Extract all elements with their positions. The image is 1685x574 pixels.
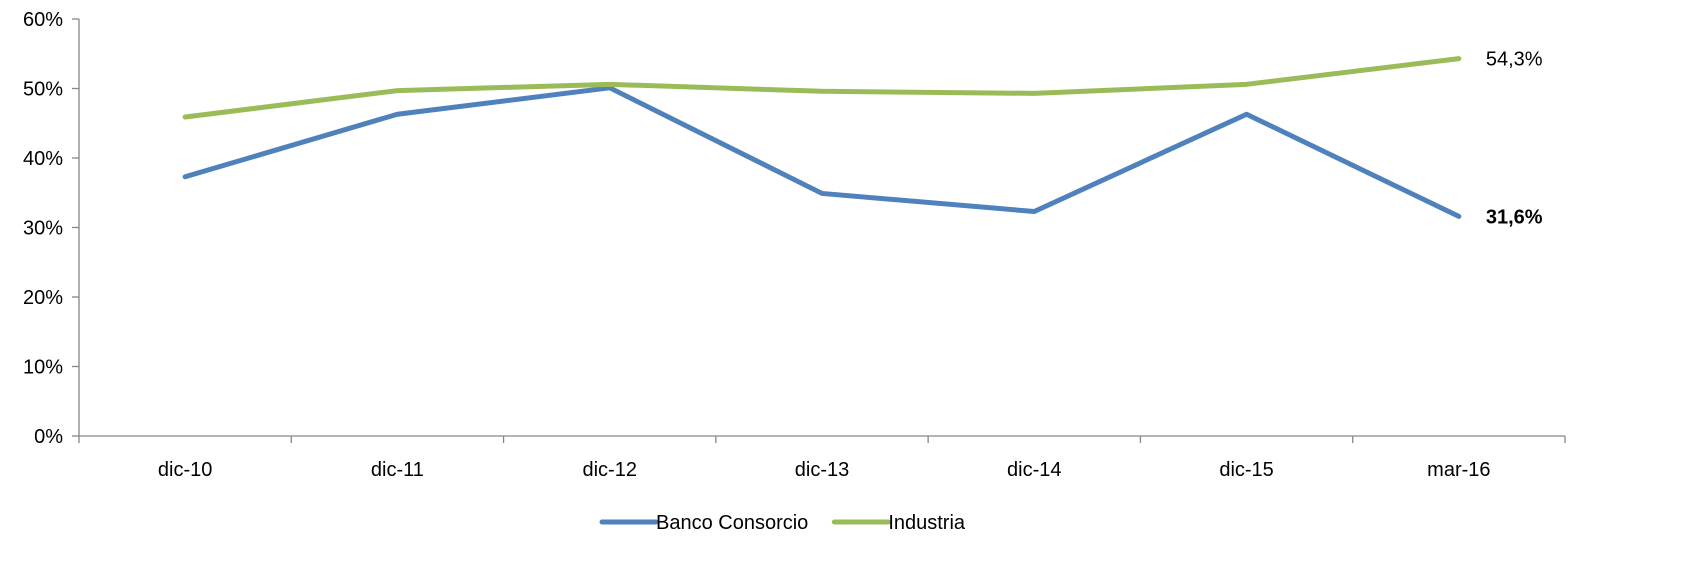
legend: Banco Consorcio Industria [602,512,966,534]
y-tick-label: 0% [34,426,63,448]
x-tick-label: dic-14 [1007,459,1061,481]
y-tick-label: 10% [23,357,63,379]
series-line-banco-consorcio [185,88,1459,217]
series-line-industria [185,59,1459,117]
x-tick-label: dic-10 [158,459,212,481]
y-tick-label: 20% [23,287,63,309]
legend-label: Banco Consorcio [656,512,808,534]
data-labels: 31,6% 54,3% [1486,49,1543,229]
series-lines [185,59,1459,217]
y-tick-label: 60% [23,9,63,31]
legend-item: Industria [834,512,966,534]
x-tick-label: dic-11 [371,459,424,481]
data-label: 54,3% [1486,49,1543,71]
y-tick-label: 40% [23,148,63,170]
legend-label: Industria [888,512,966,534]
y-tick-label: 50% [23,79,63,101]
x-tick-label: dic-13 [795,459,849,481]
x-tick-label: dic-15 [1219,459,1273,481]
x-tick-label: dic-12 [582,459,636,481]
axes: 0% 10% 20% 30% 40% 50% 60% dic-10 dic-11 dic-12 di… [23,9,1565,481]
legend-item: Banco Consorcio [602,512,808,534]
y-tick-label: 30% [23,218,63,240]
x-tick-label: mar-16 [1427,459,1490,481]
data-label: 31,6% [1486,206,1543,228]
